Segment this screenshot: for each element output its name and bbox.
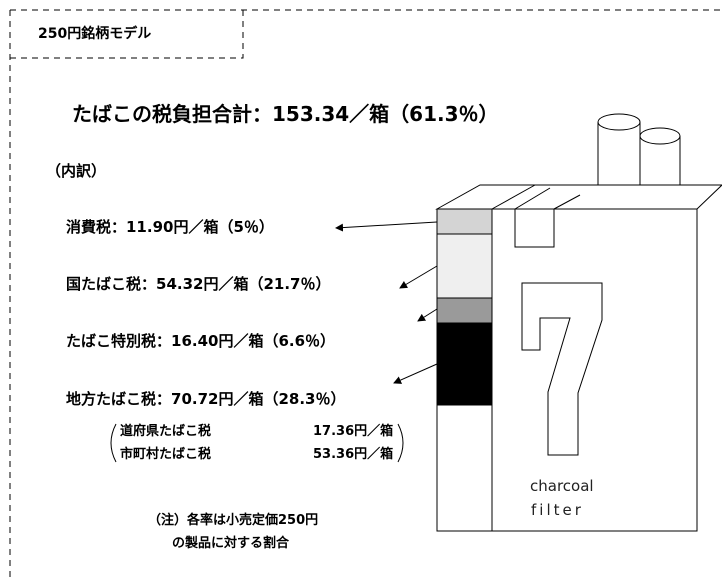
cigarette-top [640,128,680,144]
strip [437,209,492,234]
tab-label: 250円銘柄モデル [38,27,151,41]
arrow [394,364,437,383]
pack-top [437,185,722,209]
cigarette-top [598,114,640,130]
arrow [400,266,437,288]
sub-item-name: 道府県たばこ税 [120,425,211,438]
arrow [336,222,437,228]
tax-item: 国たばこ税：54.32円／箱（21.7％） [66,277,330,292]
breakdown-label: （内訳） [46,164,106,179]
tax-item: たばこ特別税：16.40円／箱（6.6％） [66,334,335,349]
strip [437,298,492,323]
note: の製品に対する割合 [172,537,289,550]
strip [437,323,492,405]
bracket [111,424,116,462]
pack-text: charcoal [530,479,594,494]
note: （注）各率は小売定価250円 [148,514,318,527]
arrows [336,222,437,383]
bracket [398,424,403,462]
arrow [418,309,437,321]
pack-window [515,209,554,247]
pack-text: filter [531,503,584,518]
sub-item-name: 市町村たばこ税 [120,448,211,461]
page: 250円銘柄モデル たばこの税負担合計：153.34／箱（61.3％） （内訳）… [0,0,722,577]
sub-item-value: 53.36円／箱 [313,448,393,461]
strip [437,234,492,298]
tax-item: 消費税：11.90円／箱（5％） [66,220,274,235]
sub-item-value: 17.36円／箱 [313,425,393,438]
tax-item: 地方たばこ税：70.72円／箱（28.3％） [66,392,345,407]
title: たばこの税負担合計：153.34／箱（61.3％） [72,104,499,124]
